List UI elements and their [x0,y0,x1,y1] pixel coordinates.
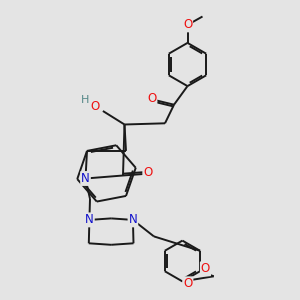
Text: N: N [81,172,90,185]
Text: O: O [91,100,100,113]
Text: H: H [81,94,90,105]
Text: O: O [183,277,192,290]
Text: O: O [201,262,210,275]
Text: O: O [147,92,156,105]
Text: N: N [128,213,137,226]
Text: O: O [143,166,152,179]
Text: N: N [85,213,94,226]
Text: O: O [183,18,192,32]
